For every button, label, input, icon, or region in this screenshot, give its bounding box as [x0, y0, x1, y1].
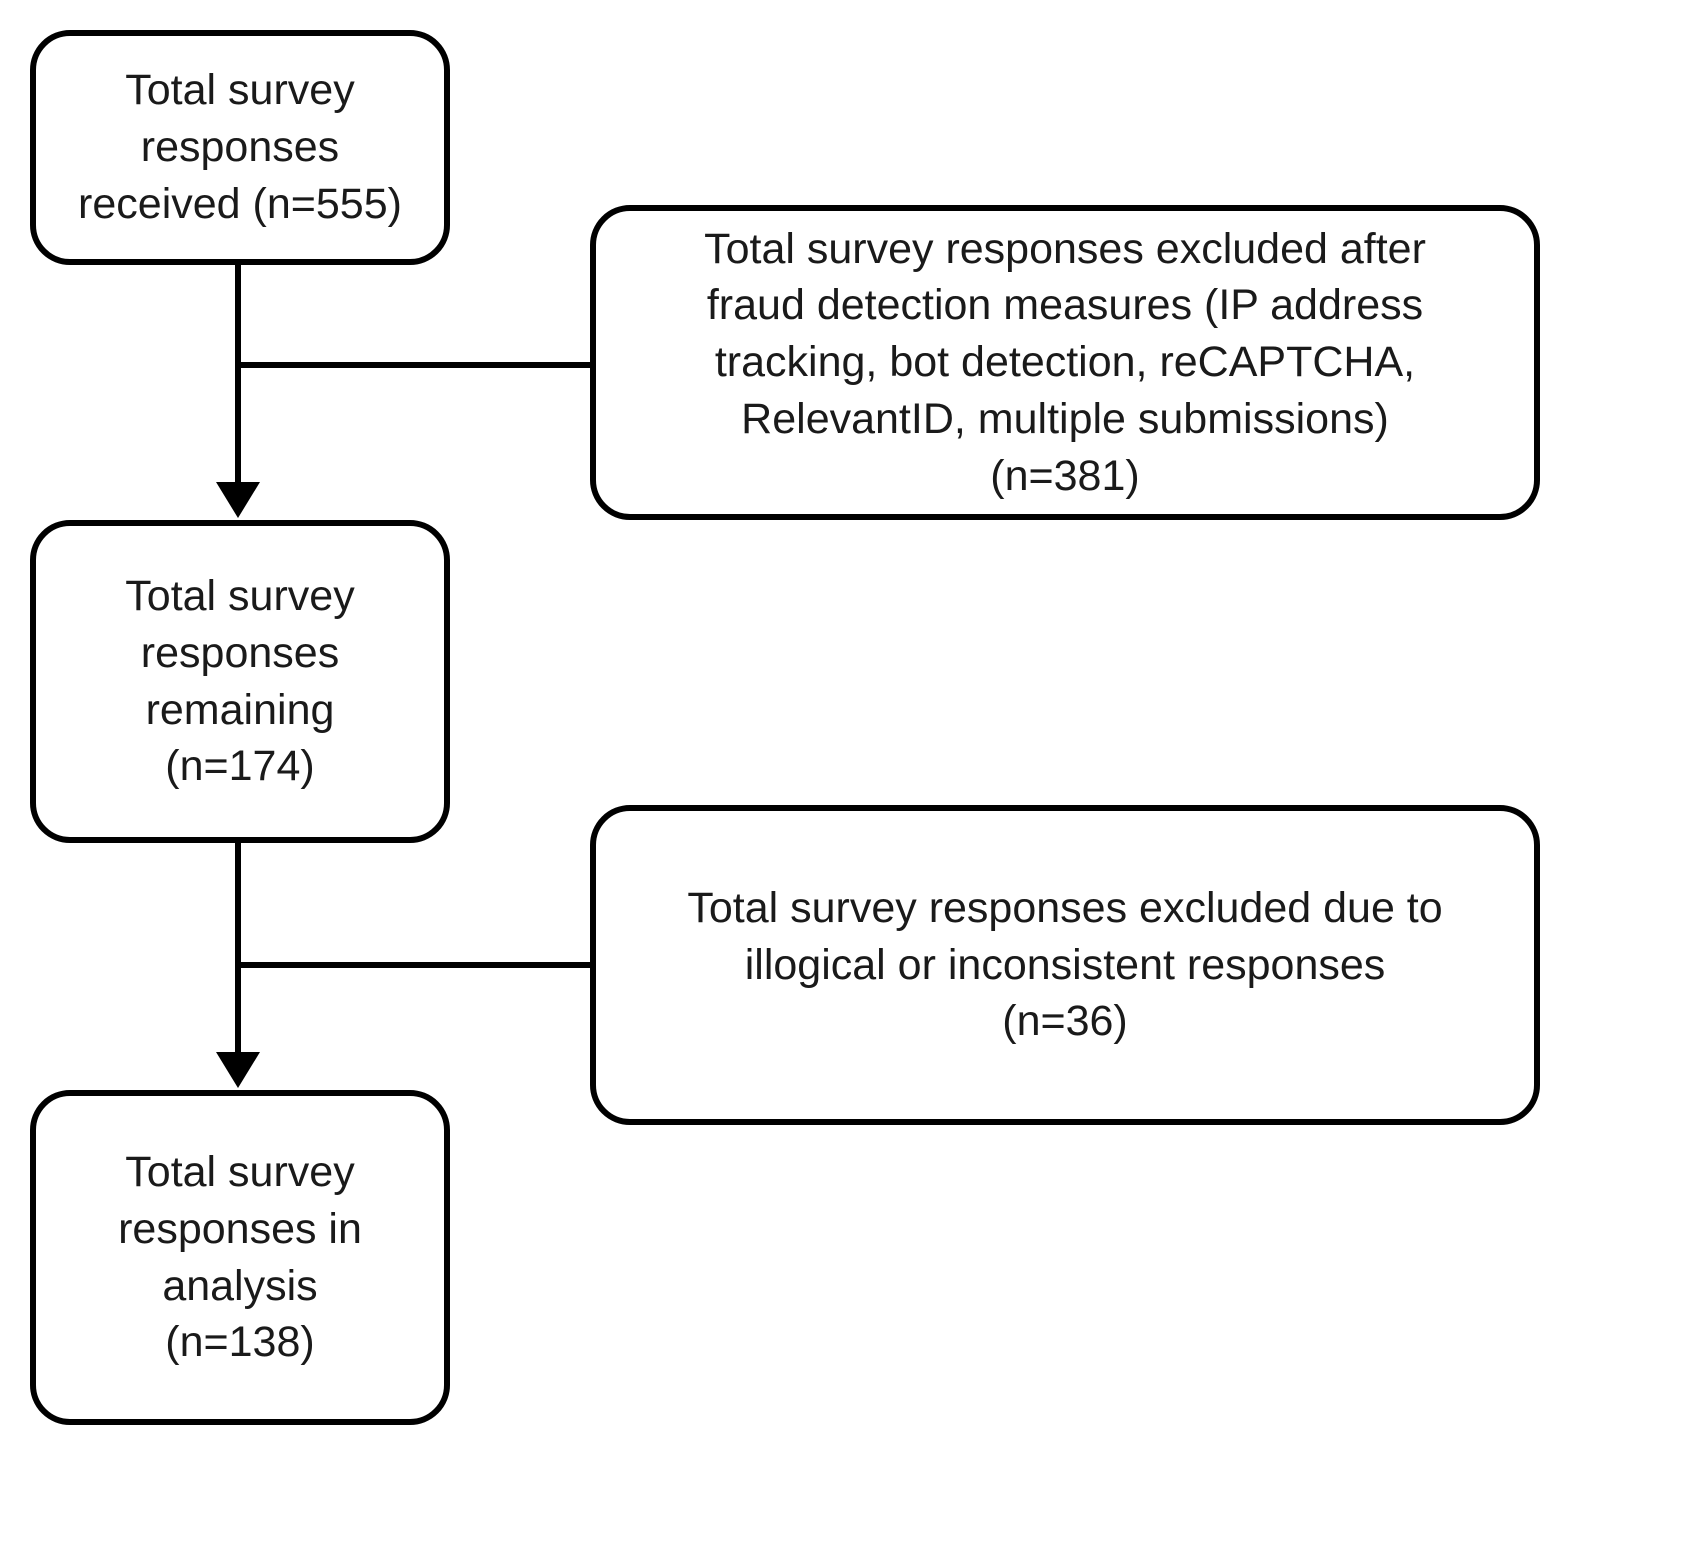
- box-total-analysis-label: Total survey responses in analysis (n=13…: [118, 1148, 362, 1367]
- box-total-remaining: Total survey responses remaining (n=174): [30, 520, 450, 843]
- box-excluded-illogical-label: Total survey responses excluded due to i…: [687, 883, 1443, 1046]
- arrow-down-icon-1: [216, 482, 260, 518]
- box-excluded-fraud: Total survey responses excluded after fr…: [590, 205, 1540, 520]
- box-total-received-label: Total survey responses received (n=555): [78, 66, 402, 228]
- box-excluded-fraud-label: Total survey responses excluded after fr…: [704, 224, 1426, 500]
- box-excluded-illogical: Total survey responses excluded due to i…: [590, 805, 1540, 1125]
- box-total-remaining-label: Total survey responses remaining (n=174): [125, 572, 355, 791]
- box-total-received: Total survey responses received (n=555): [30, 30, 450, 265]
- box-total-analysis: Total survey responses in analysis (n=13…: [30, 1090, 450, 1425]
- arrow-down-icon-2: [216, 1052, 260, 1088]
